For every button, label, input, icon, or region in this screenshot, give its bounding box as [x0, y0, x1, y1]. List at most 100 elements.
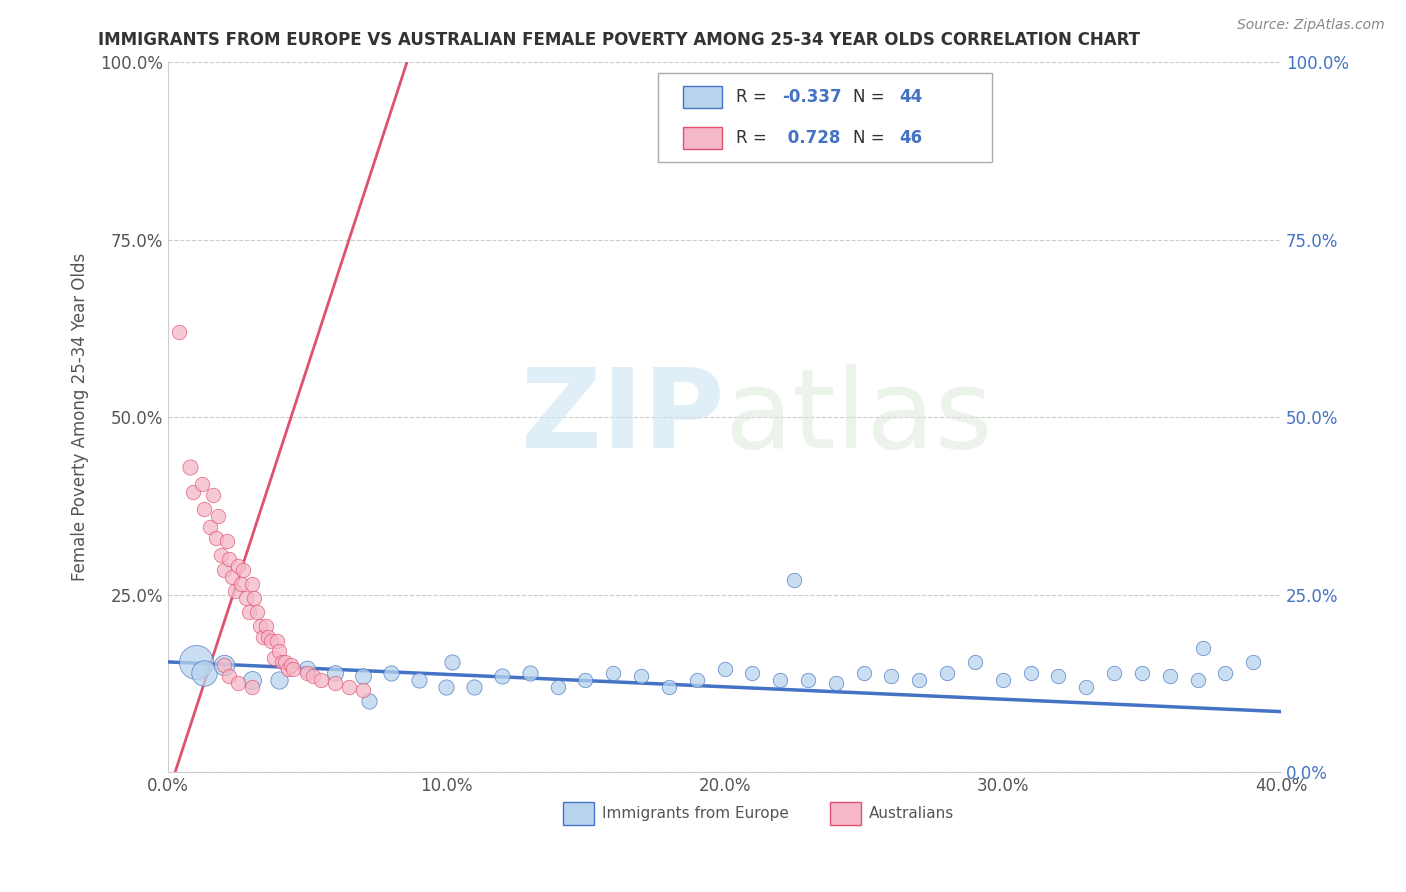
- Text: 0.728: 0.728: [783, 128, 841, 147]
- Point: [1076, 680, 1098, 694]
- Point: [824, 676, 846, 690]
- Point: [266, 633, 288, 648]
- Point: [741, 665, 763, 680]
- Point: [204, 531, 226, 545]
- Point: [658, 680, 681, 694]
- Point: [212, 563, 235, 577]
- Text: ZIP: ZIP: [522, 364, 724, 471]
- Point: [226, 676, 249, 690]
- Point: [1047, 669, 1070, 683]
- Point: [936, 665, 959, 680]
- Point: [269, 644, 291, 658]
- FancyBboxPatch shape: [658, 73, 991, 161]
- Point: [323, 665, 346, 680]
- Point: [218, 669, 240, 683]
- Point: [263, 651, 285, 665]
- Text: 44: 44: [900, 88, 922, 106]
- Point: [179, 459, 201, 474]
- Point: [243, 591, 266, 605]
- Point: [207, 509, 229, 524]
- Point: [323, 676, 346, 690]
- Point: [408, 673, 430, 687]
- Point: [297, 665, 319, 680]
- Point: [1130, 665, 1153, 680]
- Text: Australians: Australians: [869, 806, 955, 822]
- Point: [271, 655, 294, 669]
- Point: [352, 669, 374, 683]
- Point: [221, 570, 243, 584]
- Point: [797, 673, 820, 687]
- Point: [169, 325, 191, 339]
- Point: [283, 662, 305, 676]
- Point: [991, 673, 1014, 687]
- Point: [252, 630, 274, 644]
- Bar: [564, 803, 595, 825]
- Point: [277, 662, 299, 676]
- Point: [246, 605, 269, 619]
- Point: [190, 477, 212, 491]
- Text: 46: 46: [900, 128, 922, 147]
- Point: [519, 665, 541, 680]
- Point: [224, 584, 246, 599]
- Point: [908, 673, 931, 687]
- Point: [297, 662, 319, 676]
- Point: [240, 577, 263, 591]
- Text: IMMIGRANTS FROM EUROPE VS AUSTRALIAN FEMALE POVERTY AMONG 25-34 YEAR OLDS CORREL: IMMIGRANTS FROM EUROPE VS AUSTRALIAN FEM…: [98, 31, 1140, 49]
- Point: [232, 563, 254, 577]
- Y-axis label: Female Poverty Among 25-34 Year Olds: Female Poverty Among 25-34 Year Olds: [72, 253, 89, 582]
- Point: [212, 658, 235, 673]
- Point: [229, 577, 252, 591]
- Point: [337, 680, 360, 694]
- Point: [280, 658, 302, 673]
- Point: [184, 655, 207, 669]
- Point: [1192, 640, 1215, 655]
- Text: Source: ZipAtlas.com: Source: ZipAtlas.com: [1237, 18, 1385, 32]
- Point: [254, 619, 277, 633]
- Point: [193, 502, 215, 516]
- Point: [380, 665, 402, 680]
- Point: [434, 680, 457, 694]
- Point: [686, 673, 709, 687]
- Point: [574, 673, 596, 687]
- Bar: [683, 86, 723, 108]
- Point: [783, 574, 806, 588]
- Point: [240, 680, 263, 694]
- Point: [218, 552, 240, 566]
- Text: N =: N =: [852, 88, 890, 106]
- Point: [226, 559, 249, 574]
- Point: [491, 669, 513, 683]
- Point: [547, 680, 569, 694]
- Point: [274, 655, 297, 669]
- Point: [880, 669, 903, 683]
- Point: [215, 534, 238, 549]
- Point: [238, 605, 260, 619]
- Point: [357, 694, 380, 708]
- Text: R =: R =: [735, 88, 772, 106]
- Point: [769, 673, 792, 687]
- Point: [352, 683, 374, 698]
- Point: [852, 665, 875, 680]
- Point: [201, 488, 224, 502]
- Point: [440, 655, 463, 669]
- Text: -0.337: -0.337: [783, 88, 842, 106]
- Point: [240, 673, 263, 687]
- Point: [181, 484, 204, 499]
- Point: [193, 665, 215, 680]
- Point: [309, 673, 332, 687]
- Point: [1213, 665, 1236, 680]
- Point: [602, 665, 624, 680]
- Point: [463, 680, 485, 694]
- Text: Immigrants from Europe: Immigrants from Europe: [602, 806, 789, 822]
- Point: [1159, 669, 1181, 683]
- Bar: [831, 803, 862, 825]
- Text: atlas: atlas: [724, 364, 993, 471]
- Point: [963, 655, 986, 669]
- Point: [1187, 673, 1209, 687]
- Text: R =: R =: [735, 128, 772, 147]
- Point: [235, 591, 257, 605]
- Point: [198, 520, 221, 534]
- Point: [1241, 655, 1264, 669]
- Point: [249, 619, 271, 633]
- Point: [630, 669, 652, 683]
- Point: [269, 673, 291, 687]
